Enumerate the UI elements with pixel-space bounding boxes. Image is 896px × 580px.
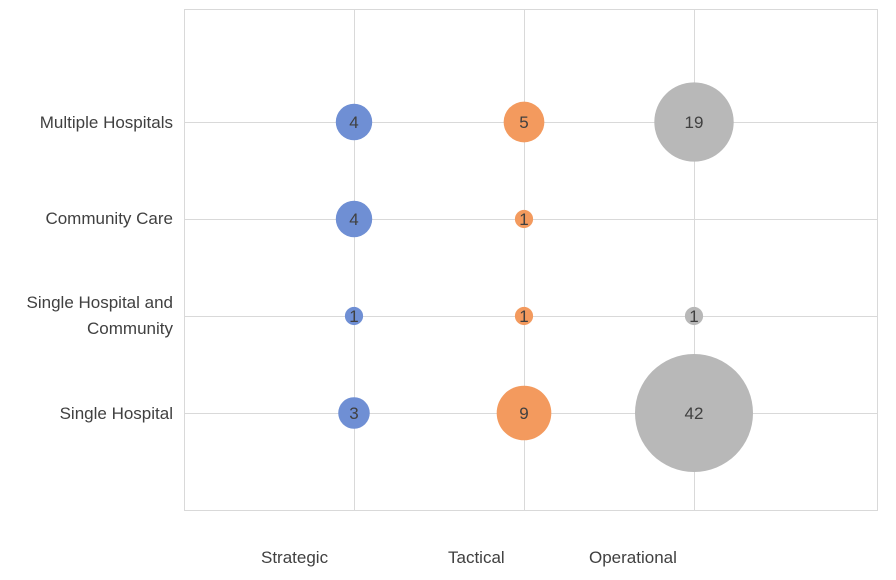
- bubble-operational-0: [654, 82, 734, 162]
- bubble-strategic-0: [335, 103, 373, 141]
- data-label-tactical-2: 1: [519, 307, 528, 326]
- data-label-strategic-2: 1: [349, 307, 358, 326]
- x-label-operational: Operational: [589, 548, 677, 567]
- plot-border: [184, 9, 878, 511]
- x-label-tactical: Tactical: [448, 548, 505, 567]
- y-label-single-hospital-and-community-line1: Single Hospital and: [26, 293, 173, 312]
- data-label-operational-3: 42: [685, 404, 704, 423]
- y-label-single-hospital-and-community-line2: Community: [87, 319, 173, 338]
- data-label-tactical-3: 9: [519, 404, 528, 423]
- bubble-strategic-3: [338, 397, 370, 429]
- y-label-community-care: Community Care: [45, 209, 173, 228]
- y-label-single-hospital: Single Hospital: [59, 404, 173, 423]
- data-label-tactical-0: 5: [519, 113, 528, 132]
- data-label-tactical-1: 1: [519, 210, 528, 229]
- data-label-strategic-0: 4: [349, 113, 358, 132]
- data-label-strategic-3: 3: [349, 404, 358, 423]
- data-label-strategic-1: 4: [349, 210, 358, 229]
- data-label-operational-2: 1: [689, 307, 698, 326]
- bubble-strategic-1: [335, 200, 373, 238]
- data-label-operational-0: 19: [685, 113, 704, 132]
- y-label-multiple-hospitals: Multiple Hospitals: [39, 113, 173, 132]
- bubble-tactical-3: [496, 385, 552, 441]
- bubble-tactical-2: [514, 306, 534, 326]
- bubble-strategic-2: [344, 306, 364, 326]
- bubble-tactical-1: [514, 209, 534, 229]
- bubble-operational-3: [635, 354, 753, 472]
- bubble-tactical-0: [503, 101, 545, 143]
- bubble-operational-2: [684, 306, 704, 326]
- x-label-strategic: Strategic: [261, 548, 329, 567]
